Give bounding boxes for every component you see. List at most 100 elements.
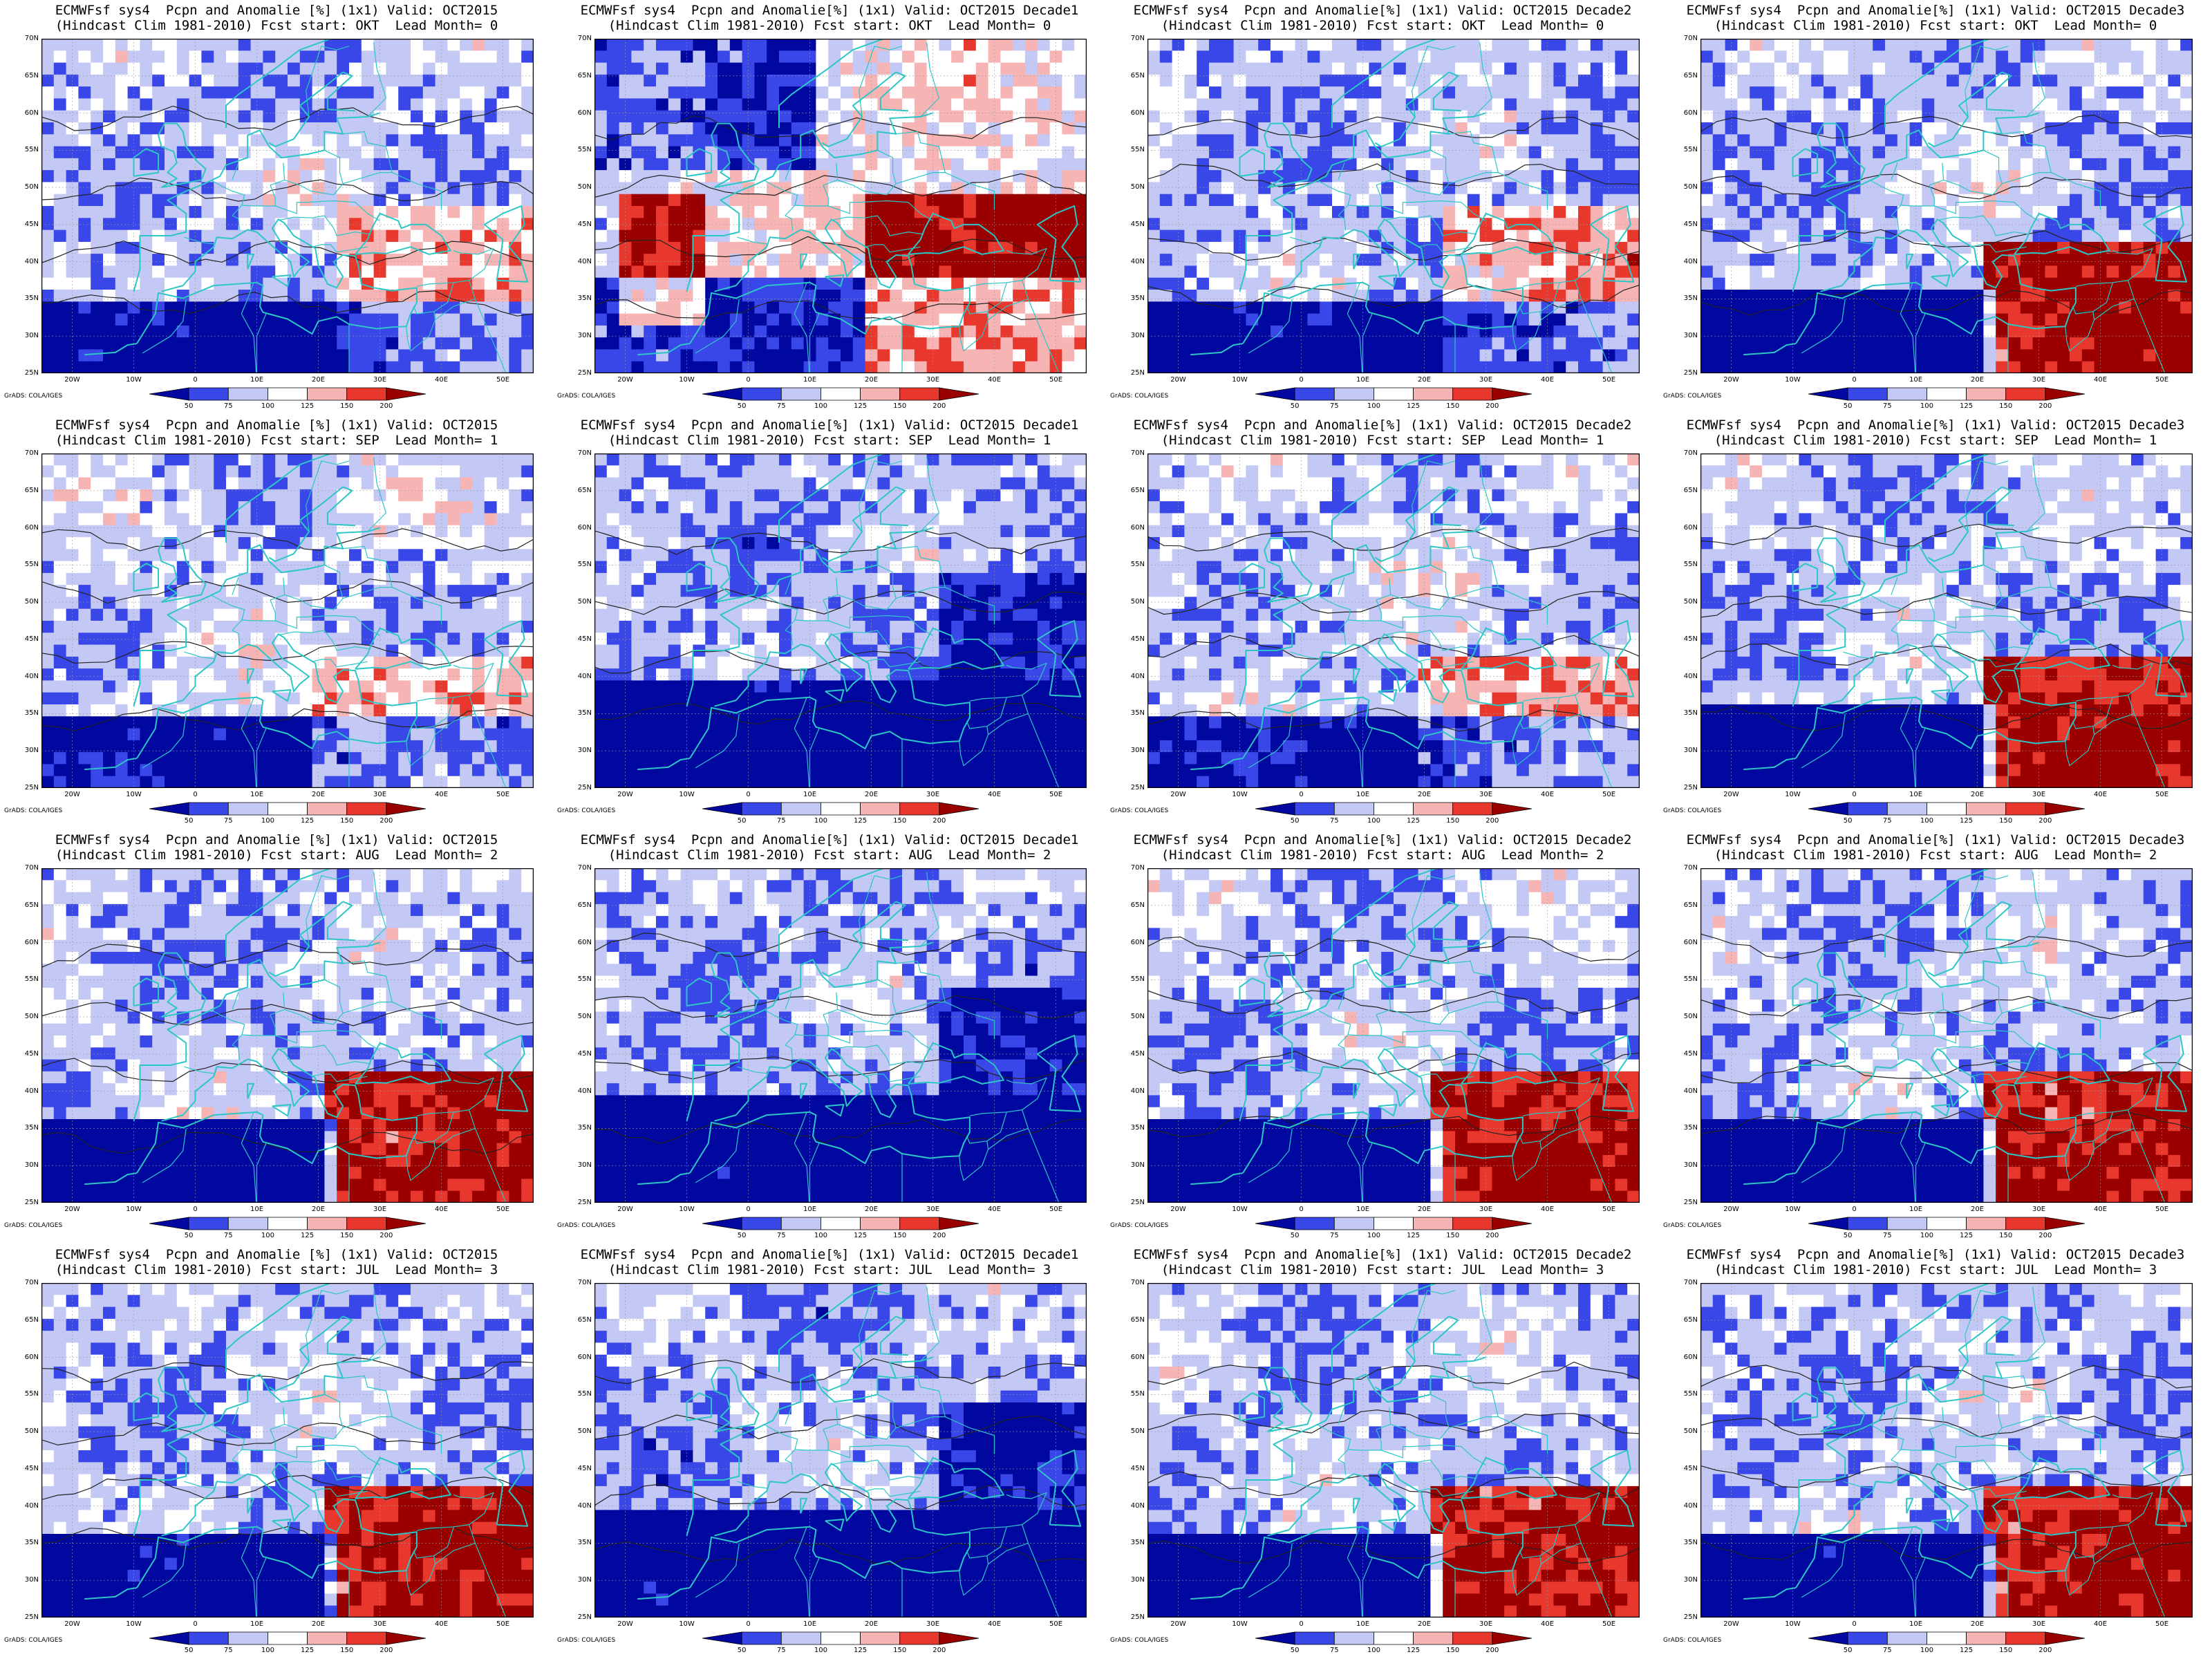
anomaly-cell xyxy=(2094,349,2107,362)
anomaly-cell xyxy=(484,361,498,373)
anomaly-cell xyxy=(1344,349,1358,362)
coastline xyxy=(1242,281,1512,344)
anomaly-cell xyxy=(1983,301,1996,315)
anomaly-cell xyxy=(1332,146,1345,159)
anomaly-cell xyxy=(103,265,116,279)
anomaly-cell xyxy=(1983,265,1996,279)
anomaly-cell xyxy=(1455,254,1468,266)
anomaly-cell xyxy=(680,349,693,362)
anomaly-cell xyxy=(877,325,890,338)
anomaly-cell xyxy=(1627,39,1640,51)
anomaly-cell xyxy=(386,301,399,315)
anomaly-cell xyxy=(1271,337,1284,350)
anomaly-cell xyxy=(1049,122,1062,135)
anomaly-cell xyxy=(680,39,693,51)
latitude-label: 55N xyxy=(577,146,592,154)
anomaly-cell xyxy=(2168,98,2181,111)
anomaly-cell xyxy=(189,477,202,490)
anomaly-cell xyxy=(324,241,337,254)
anomaly-cell xyxy=(1405,301,1419,315)
anomaly-cell xyxy=(78,86,91,99)
anomaly-cell xyxy=(926,158,939,171)
anomaly-cell xyxy=(1332,265,1345,279)
anomaly-cell xyxy=(447,277,460,290)
anomaly-cell xyxy=(1922,146,1935,159)
anomaly-cell xyxy=(103,39,116,51)
anomaly-cell xyxy=(975,290,989,302)
anomaly-cell xyxy=(1958,218,1972,231)
anomaly-cell xyxy=(1848,301,1861,315)
anomaly-cell xyxy=(1541,325,1554,338)
anomaly-cell xyxy=(238,86,252,99)
anomaly-cell xyxy=(1492,110,1505,123)
anomaly-cell xyxy=(1418,277,1431,290)
anomaly-cell xyxy=(1553,301,1566,315)
anomaly-cell xyxy=(1947,290,1960,302)
anomaly-cell xyxy=(631,182,644,195)
anomaly-cell xyxy=(890,194,903,207)
panel-title: ECMWFsf sys4 Pcpn and Anomalie[%] (1x1) … xyxy=(1106,3,1659,33)
anomaly-cell xyxy=(1786,134,1799,147)
anomaly-cell xyxy=(852,218,866,231)
anomaly-cell xyxy=(1774,265,1788,279)
country-border xyxy=(1891,162,1898,180)
anomaly-cell xyxy=(2020,50,2034,64)
anomaly-cell xyxy=(2143,122,2157,135)
anomaly-cell xyxy=(275,465,288,478)
anomaly-cell xyxy=(521,453,534,466)
anomaly-cell xyxy=(250,170,263,182)
country-border xyxy=(279,215,371,236)
anomaly-cell xyxy=(1184,290,1197,302)
coastline xyxy=(800,253,808,270)
anomaly-cell xyxy=(1615,194,1628,207)
anomaly-cell xyxy=(914,146,928,159)
anomaly-cell xyxy=(1172,134,1185,147)
anomaly-cell xyxy=(594,39,608,51)
anomaly-cell xyxy=(1479,206,1492,218)
anomaly-cell xyxy=(988,134,1001,147)
anomaly-cell xyxy=(1947,361,1960,373)
anomaly-cell xyxy=(2070,229,2083,243)
anomaly-cell xyxy=(1774,241,1788,254)
anomaly-cell xyxy=(828,158,841,171)
anomaly-cell xyxy=(729,337,743,350)
anomaly-cell xyxy=(152,465,165,478)
anomaly-cell xyxy=(644,301,657,315)
anomaly-cell xyxy=(238,453,252,466)
anomaly-cell xyxy=(1627,110,1640,123)
anomaly-cell xyxy=(484,158,498,171)
anomaly-cell xyxy=(447,361,460,373)
anomaly-cell xyxy=(91,477,104,490)
anomaly-cell xyxy=(1295,98,1308,111)
anomaly-cell xyxy=(91,465,104,478)
anomaly-cell xyxy=(926,206,939,218)
anomaly-cell xyxy=(1492,62,1505,75)
anomaly-cell xyxy=(1725,254,1738,266)
anomaly-cell xyxy=(2131,122,2144,135)
anomaly-cell xyxy=(1934,325,1947,338)
anomaly-cell xyxy=(2045,254,2058,266)
anomaly-cell xyxy=(1553,218,1566,231)
anomaly-cell xyxy=(1996,265,2009,279)
anomaly-cell xyxy=(496,453,509,466)
anomaly-cell xyxy=(1455,361,1468,373)
anomaly-cell xyxy=(324,158,337,171)
anomaly-cell xyxy=(152,39,165,51)
anomaly-cell xyxy=(238,170,252,182)
anomaly-cell xyxy=(103,241,116,254)
anomaly-cell xyxy=(411,170,424,182)
anomaly-cell xyxy=(644,290,657,302)
anomaly-cell xyxy=(754,146,767,159)
anomaly-cell xyxy=(140,313,153,326)
panel-title-line1: ECMWFsf sys4 Pcpn and Anomalie[%] (1x1) … xyxy=(580,3,1079,18)
anomaly-cell xyxy=(656,50,669,64)
anomaly-cell xyxy=(1369,39,1382,51)
anomaly-cell xyxy=(1996,86,2009,99)
longitude-label: 20E xyxy=(1417,376,1432,384)
anomaly-cell xyxy=(1369,110,1382,123)
anomaly-cell xyxy=(398,206,411,218)
colorbar xyxy=(1808,387,2085,401)
anomaly-cell xyxy=(1517,361,1530,373)
anomaly-cell xyxy=(53,349,67,362)
anomaly-cell xyxy=(1700,206,1714,218)
